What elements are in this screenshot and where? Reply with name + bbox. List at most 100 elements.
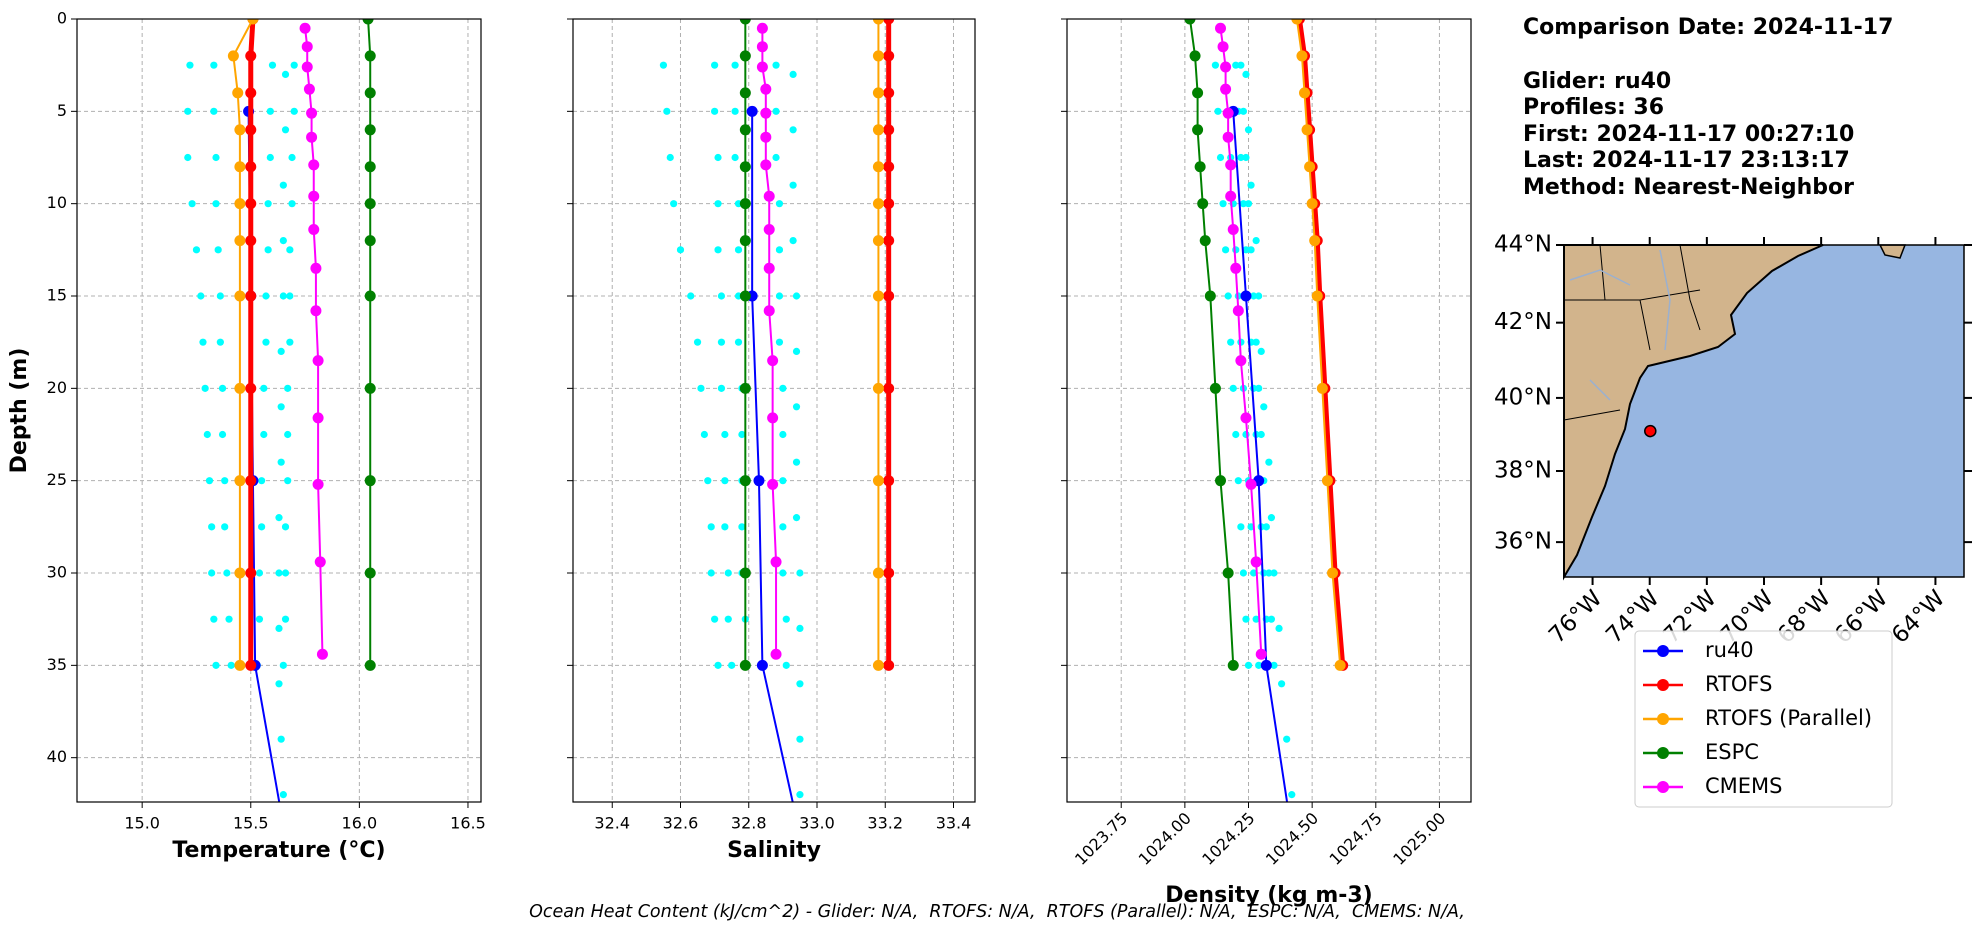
legend-label: RTOFS (Parallel): [1705, 706, 1872, 730]
profile-marker: [308, 190, 320, 202]
glider-point: [214, 246, 222, 254]
profile-marker: [872, 382, 884, 394]
glider-point: [279, 292, 287, 300]
glider-point: [1255, 292, 1263, 300]
profile-marker: [739, 382, 751, 394]
glider-point: [1239, 569, 1248, 577]
profile-marker: [739, 87, 751, 99]
glider-point: [779, 523, 787, 531]
profile-marker: [739, 124, 751, 136]
profile-line: [367, 19, 372, 666]
profile-marker: [872, 659, 884, 671]
profile-marker: [301, 41, 313, 53]
profile-marker: [756, 659, 768, 671]
glider-point: [212, 153, 220, 162]
profile-marker: [770, 648, 782, 660]
glider-point: [210, 61, 218, 69]
profile-marker: [1240, 290, 1252, 302]
glider-point: [1244, 126, 1253, 134]
glider-point: [279, 791, 287, 799]
profile-marker: [883, 382, 895, 394]
profile-marker: [1255, 648, 1267, 660]
profile-marker: [1296, 50, 1308, 62]
glider-point: [663, 107, 671, 115]
profile-line: [248, 19, 256, 666]
profile-marker: [756, 22, 768, 34]
glider-point: [792, 347, 801, 356]
profile-marker: [739, 659, 751, 671]
glider-point: [286, 338, 294, 346]
glider-point: [1255, 384, 1263, 392]
profile-marker: [760, 107, 772, 119]
glider-point: [275, 680, 283, 688]
profile-marker: [234, 161, 246, 173]
glider-point: [792, 458, 801, 466]
profile-marker: [1217, 41, 1229, 53]
glider-point: [184, 153, 192, 162]
profile-marker: [1321, 475, 1333, 487]
y-tick-label: 42°N: [1494, 309, 1552, 335]
profile-marker: [1334, 659, 1346, 671]
profile-marker: [245, 50, 257, 62]
x-tick-label: 1023.75: [1071, 809, 1131, 869]
profile-marker: [883, 659, 895, 671]
glider-point: [277, 458, 285, 466]
glider-point: [789, 181, 797, 189]
glider-point: [779, 477, 787, 485]
y-tick-label: 0: [57, 9, 67, 28]
profile-marker: [760, 159, 772, 171]
profile-marker: [234, 659, 246, 671]
profile-marker: [1192, 124, 1204, 136]
glider-point: [1247, 246, 1255, 254]
profile-marker: [364, 87, 376, 99]
glider-point: [1288, 791, 1296, 799]
axes-frame: [572, 18, 976, 803]
profile-marker: [872, 198, 884, 210]
glider-point: [184, 107, 192, 115]
profile-marker: [234, 382, 246, 394]
profile-marker: [1220, 83, 1232, 95]
plot-area: [1184, 19, 1349, 802]
glider-point: [782, 661, 790, 669]
axes-frame: [1066, 18, 1472, 803]
profile-marker: [312, 355, 324, 367]
y-tick-label: 15: [47, 286, 67, 305]
glider-point: [264, 200, 272, 208]
legend-label: ESPC: [1705, 740, 1759, 764]
glider-point: [221, 523, 229, 531]
glider-point: [792, 514, 801, 522]
profile-marker: [872, 290, 884, 302]
glider-point: [284, 384, 292, 392]
plot-area: [184, 19, 376, 802]
glider-point: [796, 680, 804, 688]
glider-point: [1262, 523, 1270, 531]
profile-marker: [1250, 556, 1262, 568]
summary-line: Comparison Date: 2024-11-17: [1523, 15, 1893, 40]
glider-point: [1224, 292, 1232, 300]
profile-marker: [1222, 567, 1234, 579]
glider-point: [738, 523, 746, 531]
glider-point: [288, 153, 296, 162]
glider-point: [203, 430, 211, 439]
glider-point: [188, 200, 196, 208]
x-tick-label: 32.6: [663, 814, 699, 833]
profile-marker: [1225, 190, 1237, 202]
profile-marker: [364, 235, 376, 247]
glider-point: [724, 615, 732, 623]
profile-marker: [234, 124, 246, 136]
glider-point: [1239, 107, 1248, 115]
profile-marker: [1327, 567, 1339, 579]
profile-line: [1296, 19, 1346, 666]
glider-point: [260, 430, 268, 439]
profile-marker: [883, 124, 895, 136]
x-tick-label: 32.8: [731, 814, 767, 833]
glider-point: [223, 569, 231, 577]
glider-point: [216, 338, 224, 346]
glider-point: [792, 292, 801, 300]
profile-marker: [1301, 124, 1313, 136]
glider-point: [1283, 735, 1291, 743]
profile-marker: [1235, 355, 1247, 367]
y-tick-label: 36°N: [1494, 529, 1552, 555]
y-tick-label: 25: [47, 470, 67, 489]
